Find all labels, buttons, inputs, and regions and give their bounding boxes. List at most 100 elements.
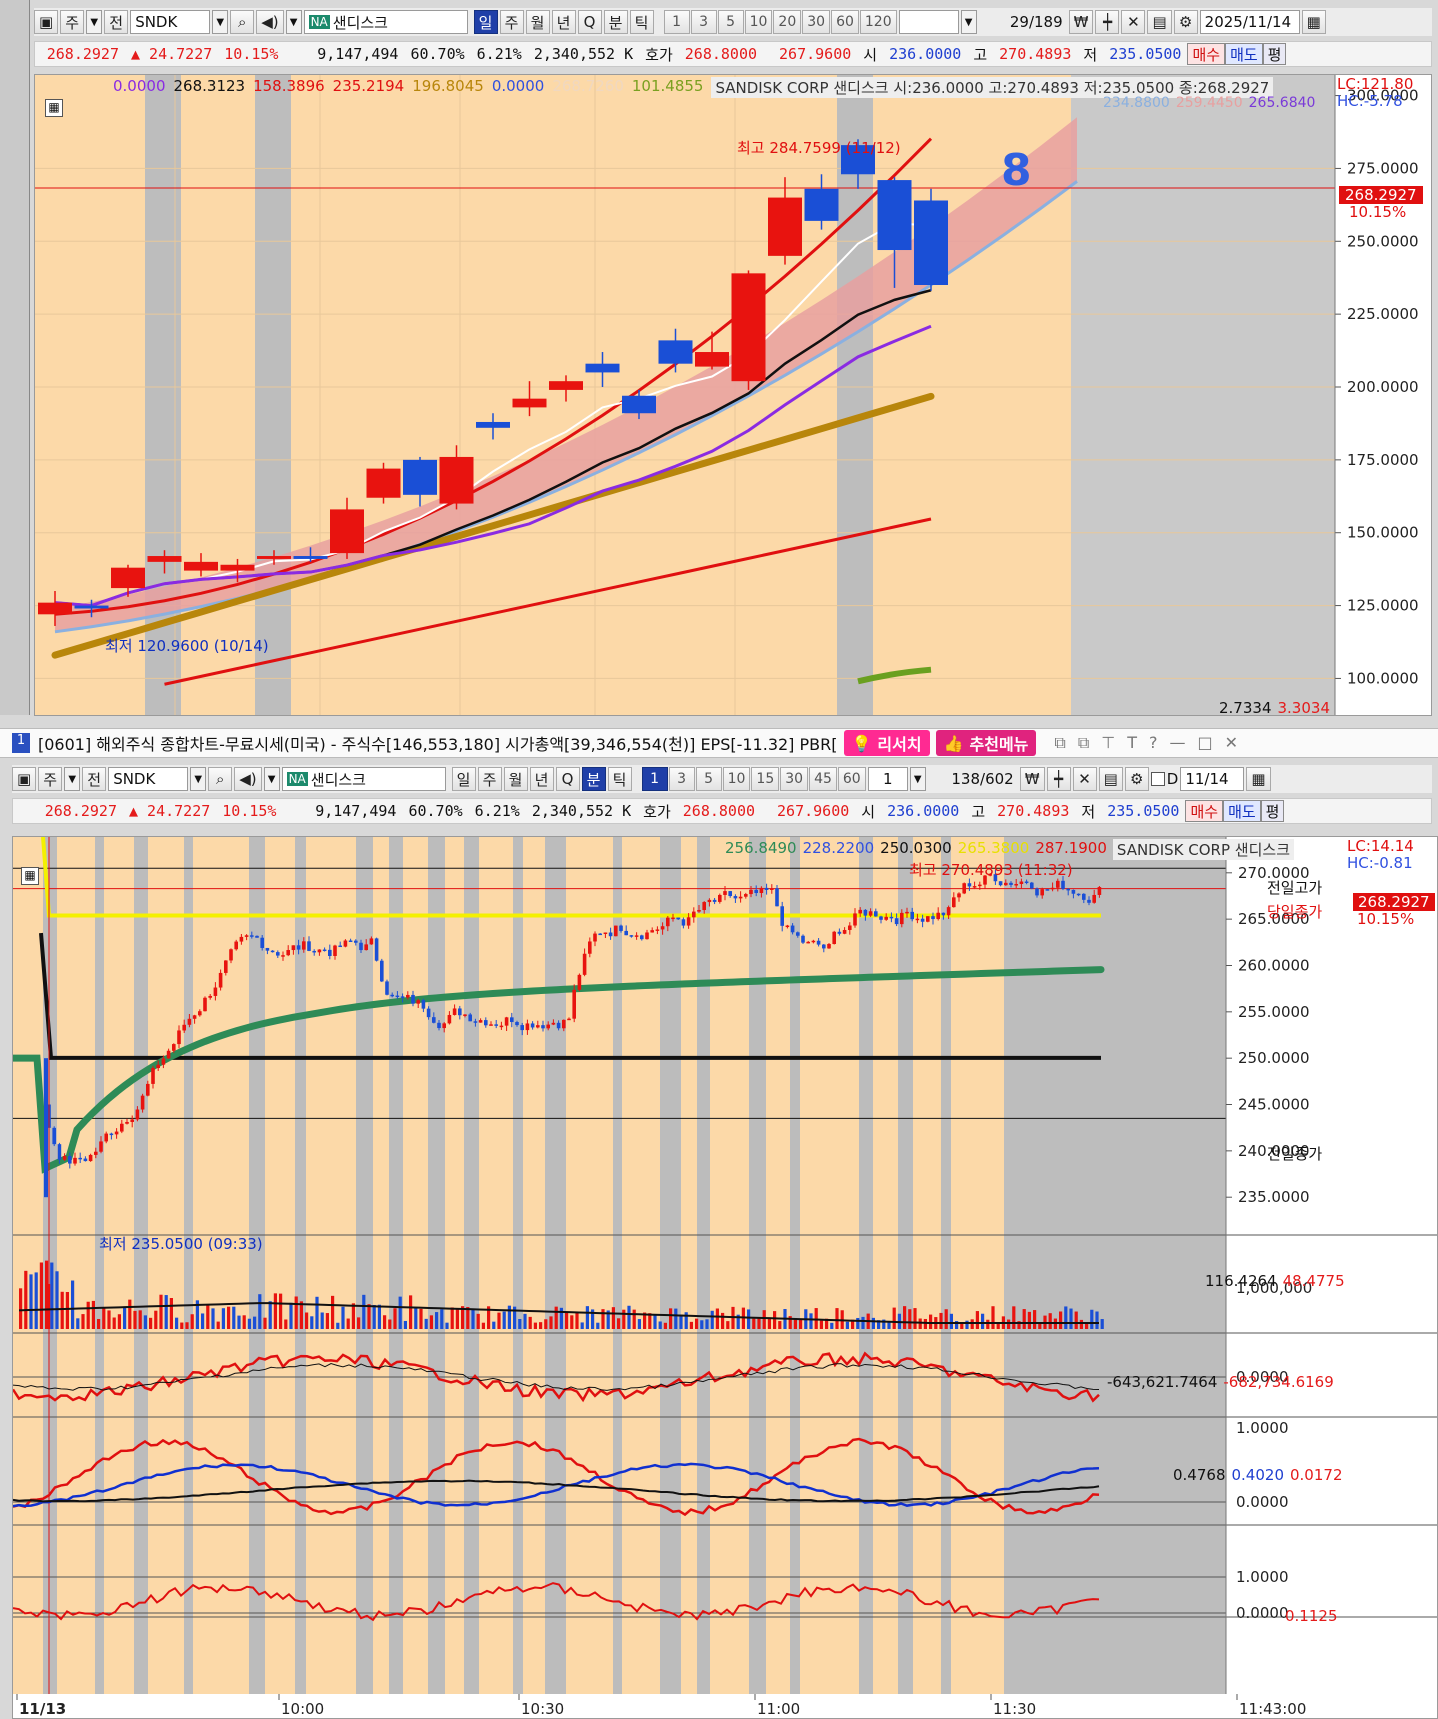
- minute-button-7[interactable]: 60: [837, 767, 866, 791]
- minute-button-1[interactable]: 3: [690, 10, 717, 34]
- tab-4[interactable]: Q: [555, 767, 580, 791]
- window-control-icon[interactable]: T: [1127, 733, 1137, 752]
- window-control-icon[interactable]: □: [1197, 733, 1213, 752]
- date-checkbox[interactable]: D: [1150, 770, 1178, 788]
- minute-button-4[interactable]: 15: [751, 767, 780, 791]
- window-control-icon[interactable]: ⧉: [1054, 733, 1066, 752]
- minute-button-0[interactable]: 1: [663, 10, 690, 34]
- minute-button-3[interactable]: 10: [744, 10, 773, 34]
- recommend-menu-button[interactable]: 👍 추천메뉴: [935, 730, 1037, 756]
- sell-button[interactable]: 매도: [1223, 800, 1261, 822]
- minute-button-5[interactable]: 30: [780, 767, 809, 791]
- tab-3[interactable]: 년: [551, 10, 576, 34]
- candle-body: [111, 567, 145, 589]
- reset-button[interactable]: 전: [82, 767, 107, 791]
- tab-1[interactable]: 주: [499, 10, 524, 34]
- minute-candle-chart[interactable]: 270.0000 265.0000 260.0000 255.0000 250.0000…: [13, 837, 1438, 1719]
- chevron-down-icon[interactable]: ▼: [960, 10, 977, 34]
- candle-body: [229, 949, 233, 961]
- name-field[interactable]: NA 샌디스크: [303, 10, 468, 34]
- avg-button[interactable]: 평: [1260, 800, 1285, 822]
- chevron-down-icon[interactable]: ▼: [263, 767, 280, 791]
- window-control-icon[interactable]: —: [1169, 733, 1186, 752]
- daily-candle-chart[interactable]: 300.0000 275.0000 250.0000 225.0000 200.0000…: [35, 75, 1432, 716]
- avg-button[interactable]: 평: [1262, 43, 1287, 65]
- tab-5[interactable]: 분: [603, 10, 628, 34]
- calendar-icon[interactable]: ▦: [1246, 767, 1271, 791]
- grid-toggle-icon[interactable]: ▦: [45, 99, 63, 117]
- volume-bar: [190, 1314, 194, 1329]
- chevron-down-icon[interactable]: ▼: [212, 10, 229, 34]
- crosshair-icon[interactable]: ✕: [1072, 767, 1097, 791]
- buy-button[interactable]: 매수: [1187, 43, 1226, 65]
- crosshair-icon[interactable]: ✕: [1121, 10, 1146, 34]
- tab-5[interactable]: 분: [581, 767, 606, 791]
- window-control-icon[interactable]: ✕: [1224, 733, 1239, 752]
- research-button[interactable]: 💡 리서치: [843, 730, 930, 756]
- window-control-icon[interactable]: ⊤: [1101, 733, 1116, 752]
- volume-bar: [492, 1321, 496, 1329]
- window-control-icon[interactable]: ⧉: [1077, 733, 1090, 752]
- tab-3[interactable]: 년: [529, 767, 554, 791]
- chevron-down-icon[interactable]: ▼: [86, 10, 103, 34]
- candle-body: [697, 910, 701, 912]
- volume-bar: [143, 1315, 147, 1329]
- speaker-icon[interactable]: ◀): [234, 767, 262, 791]
- date-input[interactable]: 2025/11/14: [1199, 10, 1300, 34]
- grid-toggle-icon[interactable]: ▦: [21, 867, 39, 885]
- checkbox-icon[interactable]: [1150, 772, 1165, 786]
- blank-field[interactable]: [898, 10, 959, 34]
- minute-button-1[interactable]: 3: [668, 767, 695, 791]
- layout-icon[interactable]: ▣: [34, 10, 59, 34]
- minute-button-2[interactable]: 5: [695, 767, 722, 791]
- search-icon[interactable]: ⌕: [230, 10, 255, 34]
- symbol-input[interactable]: SNDK: [108, 767, 189, 791]
- symbol-input[interactable]: SNDK: [130, 10, 211, 34]
- currency-icon[interactable]: ₩: [1068, 10, 1094, 34]
- candle-body: [993, 874, 998, 882]
- tab-6[interactable]: 틱: [607, 767, 632, 791]
- minute-button-3[interactable]: 10: [722, 767, 751, 791]
- period-button[interactable]: 주: [38, 767, 63, 791]
- chevron-down-icon[interactable]: ▼: [909, 767, 926, 791]
- minute-button-6[interactable]: 60: [831, 10, 859, 34]
- minute-button-2[interactable]: 5: [717, 10, 744, 34]
- save-icon[interactable]: ▤: [1098, 767, 1123, 791]
- candle-body: [437, 1022, 441, 1029]
- tab-0[interactable]: 일: [451, 767, 476, 791]
- currency-icon[interactable]: ₩: [1019, 767, 1045, 791]
- minute-button-7[interactable]: 120: [859, 10, 897, 34]
- chevron-down-icon[interactable]: ▼: [190, 767, 207, 791]
- minute-button-5[interactable]: 30: [802, 10, 831, 34]
- minute-button-0[interactable]: 1: [641, 767, 668, 791]
- period-button[interactable]: 주: [60, 10, 85, 34]
- chevron-down-icon[interactable]: ▼: [64, 767, 81, 791]
- tab-1[interactable]: 주: [477, 767, 502, 791]
- tab-4[interactable]: Q: [577, 10, 602, 34]
- tab-2[interactable]: 월: [525, 10, 550, 34]
- reset-button[interactable]: 전: [104, 10, 129, 34]
- gear-icon[interactable]: ⚙: [1173, 10, 1198, 34]
- search-icon[interactable]: ⌕: [208, 767, 233, 791]
- date-input[interactable]: 11/14: [1180, 767, 1245, 791]
- name-field[interactable]: NA 샌디스크: [281, 767, 446, 791]
- tab-6[interactable]: 틱: [629, 10, 654, 34]
- candle-body: [634, 935, 639, 937]
- buy-button[interactable]: 매수: [1185, 800, 1224, 822]
- candle-icon[interactable]: ┿: [1095, 10, 1120, 34]
- interval-input[interactable]: 1: [867, 767, 908, 791]
- tab-2[interactable]: 월: [503, 767, 528, 791]
- tab-0[interactable]: 일: [473, 10, 498, 34]
- save-icon[interactable]: ▤: [1147, 10, 1172, 34]
- chevron-down-icon[interactable]: ▼: [285, 10, 302, 34]
- bid-price: 267.9600: [777, 802, 850, 820]
- sell-button[interactable]: 매도: [1225, 43, 1263, 65]
- minute-button-4[interactable]: 20: [773, 10, 802, 34]
- calendar-icon[interactable]: ▦: [1301, 10, 1326, 34]
- speaker-icon[interactable]: ◀): [256, 10, 284, 34]
- gear-icon[interactable]: ⚙: [1124, 767, 1149, 791]
- layout-icon[interactable]: ▣: [12, 767, 37, 791]
- window-control-icon[interactable]: ?: [1149, 733, 1158, 752]
- minute-button-6[interactable]: 45: [809, 767, 837, 791]
- candle-icon[interactable]: ┿: [1046, 767, 1071, 791]
